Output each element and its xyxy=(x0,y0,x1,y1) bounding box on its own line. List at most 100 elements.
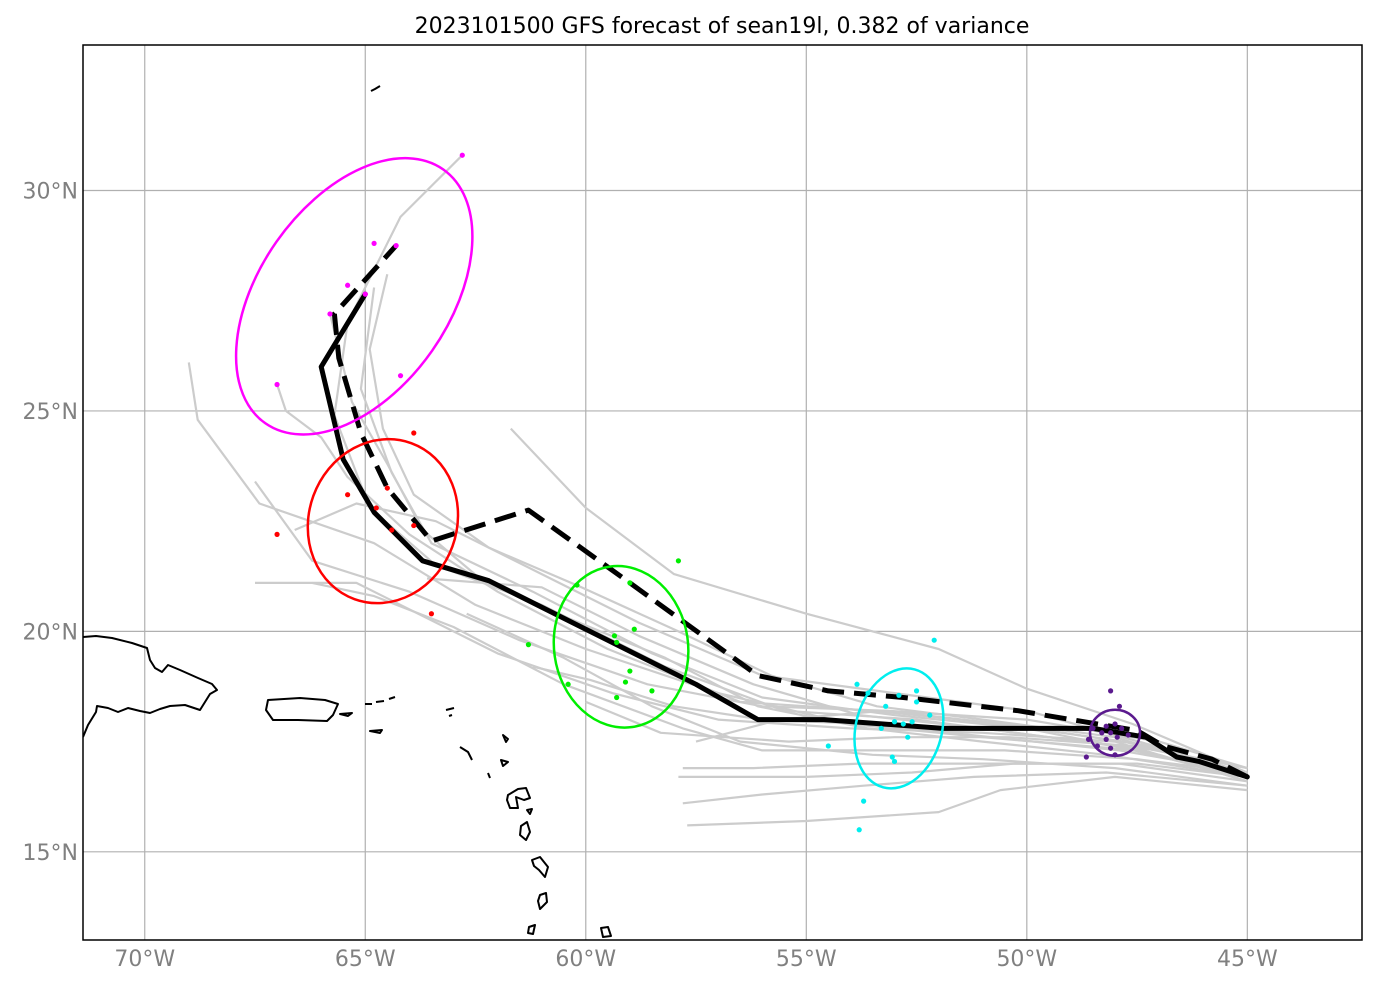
y-tick-labels: 15°N 20°N 25°N 30°N xyxy=(23,179,78,865)
purple-forecast-point xyxy=(1114,734,1120,740)
small-island xyxy=(369,729,383,734)
st-lucia-coast xyxy=(537,892,548,910)
cyan-forecast-point xyxy=(825,743,831,749)
cyan-forecast-point xyxy=(931,637,937,643)
purple-forecast-point xyxy=(1112,752,1118,758)
cyan-forecast-point xyxy=(891,758,898,765)
cyan-forecast-point xyxy=(913,699,920,705)
cyan-forecast-point xyxy=(900,721,906,727)
purple-forecast-point xyxy=(1103,723,1109,729)
uncertainty-ellipses xyxy=(234,156,1142,790)
purple-forecast-point xyxy=(1116,703,1123,709)
purple-forecast-point xyxy=(1108,688,1114,694)
magenta-forecast-point xyxy=(345,282,351,288)
purple-forecast-point xyxy=(1103,736,1109,742)
cyan-forecast-point xyxy=(913,688,920,694)
purple-forecast-point xyxy=(1083,754,1089,760)
member-track xyxy=(254,480,1248,770)
red-forecast-point xyxy=(345,492,351,498)
green-forecast-point xyxy=(622,679,629,685)
green-forecast-point xyxy=(525,642,532,648)
x-tick-label: 45°W xyxy=(1217,947,1278,972)
y-tick-label: 20°N xyxy=(23,620,78,645)
red-uncertainty-ellipse xyxy=(306,437,460,605)
member-track xyxy=(585,700,1248,770)
mean-track-dashed xyxy=(331,243,1249,780)
purple-forecast-point xyxy=(1085,736,1092,742)
magenta-forecast-point xyxy=(459,152,465,158)
green-forecast-point xyxy=(675,558,681,564)
member-track xyxy=(678,762,1248,779)
purple-forecast-point xyxy=(1099,730,1105,736)
member-track xyxy=(466,612,1248,787)
x-tick-label: 55°W xyxy=(776,947,837,972)
small-island xyxy=(500,759,509,767)
magenta-forecast-point xyxy=(397,373,404,379)
red-forecast-point xyxy=(411,522,417,529)
y-tick-label: 15°N xyxy=(23,841,78,866)
cyan-uncertainty-ellipse xyxy=(853,667,945,790)
red-forecast-point xyxy=(411,430,417,436)
x-tick-label: 50°W xyxy=(996,947,1057,972)
green-forecast-point xyxy=(627,668,633,674)
green-forecast-point xyxy=(611,633,618,639)
green-forecast-point xyxy=(627,580,633,586)
purple-forecast-point xyxy=(1108,730,1114,736)
cyan-forecast-point xyxy=(927,712,933,718)
cyan-forecast-point xyxy=(865,690,871,696)
plot-frame xyxy=(82,44,1363,941)
red-forecast-point xyxy=(274,531,280,537)
green-forecast-point xyxy=(631,626,637,632)
member-track xyxy=(682,771,1248,805)
cyan-forecast-point xyxy=(889,754,895,760)
small-island xyxy=(365,696,396,705)
purple-forecast-point xyxy=(1112,721,1118,727)
guadeloupe-coast xyxy=(506,787,531,809)
chart-title: 2023101500 GFS forecast of sean19l, 0.38… xyxy=(415,14,1030,39)
green-forecast-point xyxy=(614,639,620,646)
magenta-forecast-point xyxy=(371,240,377,246)
x-tick-label: 60°W xyxy=(555,947,616,972)
position-points xyxy=(274,152,1131,833)
small-island xyxy=(445,707,455,717)
member-track xyxy=(510,427,1248,774)
magenta-uncertainty-ellipse xyxy=(234,156,474,436)
cyan-forecast-point xyxy=(891,719,898,725)
member-track xyxy=(312,581,1244,774)
red-forecast-point xyxy=(373,505,379,511)
green-forecast-point xyxy=(614,694,620,701)
red-forecast-point xyxy=(428,611,435,617)
green-forecast-point xyxy=(574,582,580,588)
small-island xyxy=(526,808,533,815)
cyan-forecast-point xyxy=(878,725,884,731)
small-island xyxy=(459,746,473,761)
cyan-forecast-point xyxy=(883,703,889,709)
ensemble-member-tracks xyxy=(187,154,1248,827)
member-track xyxy=(687,775,1248,827)
st-vincent-coast xyxy=(527,924,536,935)
puerto-rico-coast xyxy=(265,697,339,722)
cyan-forecast-point xyxy=(854,681,860,687)
magenta-forecast-point xyxy=(274,381,280,388)
green-forecast-point xyxy=(565,681,571,687)
coastlines xyxy=(83,85,612,938)
gridlines xyxy=(83,45,1362,940)
cyan-forecast-point xyxy=(861,798,867,804)
cyan-forecast-point xyxy=(856,827,862,833)
bermuda-coast xyxy=(370,85,381,92)
y-tick-label: 30°N xyxy=(23,179,78,204)
y-tick-label: 25°N xyxy=(23,400,78,425)
x-tick-label: 65°W xyxy=(335,947,396,972)
magenta-forecast-point xyxy=(327,311,333,317)
small-island xyxy=(502,734,509,743)
purple-forecast-point xyxy=(1094,743,1100,749)
member-track xyxy=(368,274,1248,778)
magenta-forecast-point xyxy=(362,291,368,297)
dominica-coast xyxy=(519,821,531,841)
purple-forecast-point xyxy=(1090,725,1096,731)
purple-forecast-point xyxy=(1125,732,1131,738)
member-track xyxy=(682,762,1248,783)
red-forecast-point xyxy=(384,485,390,491)
hispaniola-coast xyxy=(83,635,218,738)
barbados-coast xyxy=(600,926,612,938)
